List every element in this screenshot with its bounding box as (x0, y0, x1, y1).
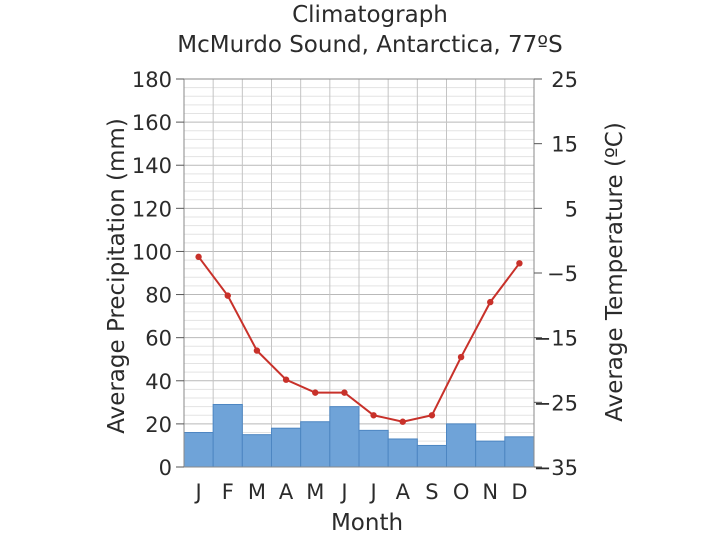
precip-bar (183, 432, 214, 468)
y-tick-label-left: 80 (145, 284, 172, 308)
y-tick-label-left: 160 (132, 111, 172, 135)
x-tick-label: S (425, 480, 438, 504)
y-axis-label-left: Average Precipitation (mm) (104, 118, 130, 434)
precip-bar (358, 429, 389, 468)
x-tick-label: J (339, 480, 347, 504)
x-tick-label: M (306, 480, 324, 504)
temperature-point (224, 292, 231, 299)
y-tick-label-left: 100 (132, 240, 172, 264)
precip-bar (504, 436, 535, 468)
y-tick-label-left: 20 (145, 413, 172, 437)
x-tick-label: J (368, 480, 376, 504)
temperature-point (399, 418, 406, 425)
temperature-point (253, 347, 261, 354)
temperature-point (195, 253, 202, 261)
y-tick-label-left: 140 (132, 154, 172, 178)
x-tick-label: M (248, 480, 266, 504)
y-tick-label-right: 15 (551, 133, 578, 157)
y-tick-label-left: 180 (132, 68, 172, 92)
x-axis-label: Month (331, 510, 403, 536)
precip-bar (446, 423, 477, 468)
x-tick-label: N (482, 480, 498, 504)
precip-bar (475, 440, 506, 468)
temperature-point (516, 260, 523, 267)
temperature-point (428, 412, 436, 419)
y-tick-label-right: −25 (534, 391, 578, 415)
y-tick-label-right: −15 (534, 327, 578, 351)
axis-ticks: 0 20 40 60 80 100 120 140 160 180 −35 −25 −15 −5 5 15 25… (132, 68, 578, 504)
temperature-point (487, 298, 494, 306)
y-tick-label-left: 40 (145, 370, 172, 394)
y-tick-label-right: −35 (534, 456, 578, 480)
x-tick-label: A (396, 480, 411, 504)
x-tick-label: J (193, 480, 201, 504)
temperature-point (312, 389, 319, 396)
precip-bar (416, 444, 448, 468)
temperature-line (195, 253, 523, 425)
x-tick-label: D (511, 480, 527, 504)
x-tick-label: F (222, 480, 234, 504)
y-tick-label-right: 5 (565, 197, 578, 221)
x-tick-label: A (279, 480, 294, 504)
y-tick-label-left: 60 (145, 327, 172, 351)
precip-bar (387, 438, 418, 468)
temperature-point (341, 389, 348, 396)
precip-bar (241, 434, 272, 468)
chart-title: Climatograph (292, 2, 448, 28)
precip-bar (300, 421, 331, 468)
temperature-point (282, 376, 290, 383)
y-tick-label-left: 0 (159, 456, 172, 480)
temperature-point (457, 353, 465, 361)
y-tick-label-right: 25 (551, 68, 578, 92)
y-axis-label-right: Average Temperature (ºC) (602, 122, 628, 422)
precip-bar (212, 403, 243, 468)
y-tick-label-left: 120 (132, 197, 172, 221)
x-tick-label: O (453, 480, 470, 504)
temperature-point (370, 412, 377, 419)
y-tick-label-right: −5 (547, 262, 578, 286)
chart-subtitle: McMurdo Sound, Antarctica, 77ºS (177, 32, 563, 58)
temperature-line-path (197, 256, 521, 423)
precip-bar (329, 406, 360, 468)
precip-bar (271, 427, 302, 468)
